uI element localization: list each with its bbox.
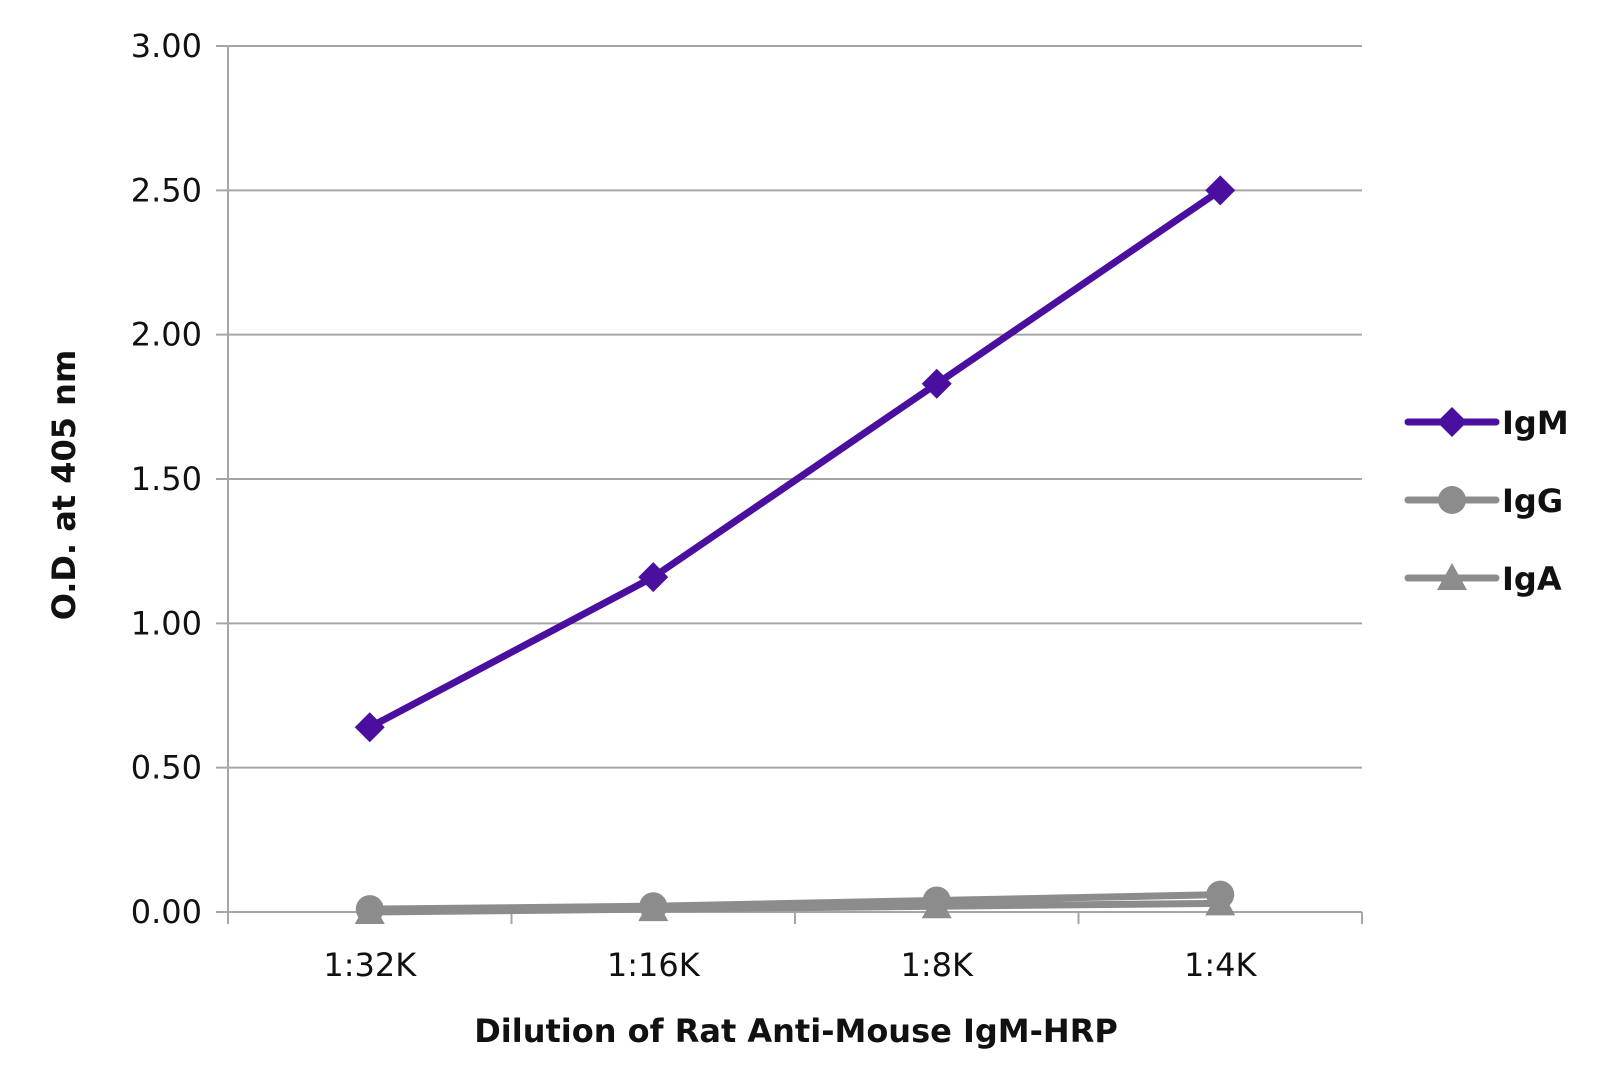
y-tick-label: 3.00: [131, 27, 202, 65]
data-point-igg: [639, 892, 668, 921]
y-tick-label: 1.50: [131, 460, 202, 498]
y-tick-label: 0.00: [131, 893, 202, 931]
series-line-igg: [366, 891, 1224, 913]
series-lines: [354, 175, 1236, 924]
y-tick-label: 2.00: [131, 316, 202, 354]
data-point-igg: [1206, 880, 1235, 909]
data-point-igm: [1205, 175, 1236, 206]
legend-marker-igg: [1438, 486, 1466, 514]
data-point-igg: [922, 886, 951, 915]
series-line-igm: [366, 186, 1224, 731]
data-point-igm: [354, 712, 385, 743]
x-axis-title: Dilution of Rat Anti-Mouse IgM-HRP: [474, 1012, 1118, 1050]
y-axis-title: O.D. at 405 nm: [45, 350, 83, 621]
legend-label-iga: IgA: [1502, 560, 1562, 598]
y-tick-label: 2.50: [131, 171, 202, 209]
x-tick-label: 1:8K: [901, 946, 975, 984]
legend-marker-igm: [1437, 407, 1467, 437]
x-tick-label: 1:16K: [607, 946, 701, 984]
legend-label-igm: IgM: [1502, 404, 1569, 442]
y-tick-label: 0.50: [131, 749, 202, 787]
gridlines: [216, 45, 1362, 913]
data-point-igm: [921, 368, 952, 399]
data-point-igm: [638, 562, 669, 593]
legend-marker-iga: [1437, 563, 1467, 590]
data-point-igg: [355, 895, 384, 924]
axes: 0.00 0.50 1.00 1.50 2.00 2.50 3.00 1:32K 1:16K 1:…: [131, 27, 1363, 984]
legend-label-igg: IgG: [1502, 482, 1563, 520]
y-tick-label: 1.00: [131, 604, 202, 642]
x-tick-label: 1:4K: [1184, 946, 1258, 984]
legend: IgM IgG IgA: [1404, 404, 1569, 598]
x-tick-label: 1:32K: [323, 946, 417, 984]
